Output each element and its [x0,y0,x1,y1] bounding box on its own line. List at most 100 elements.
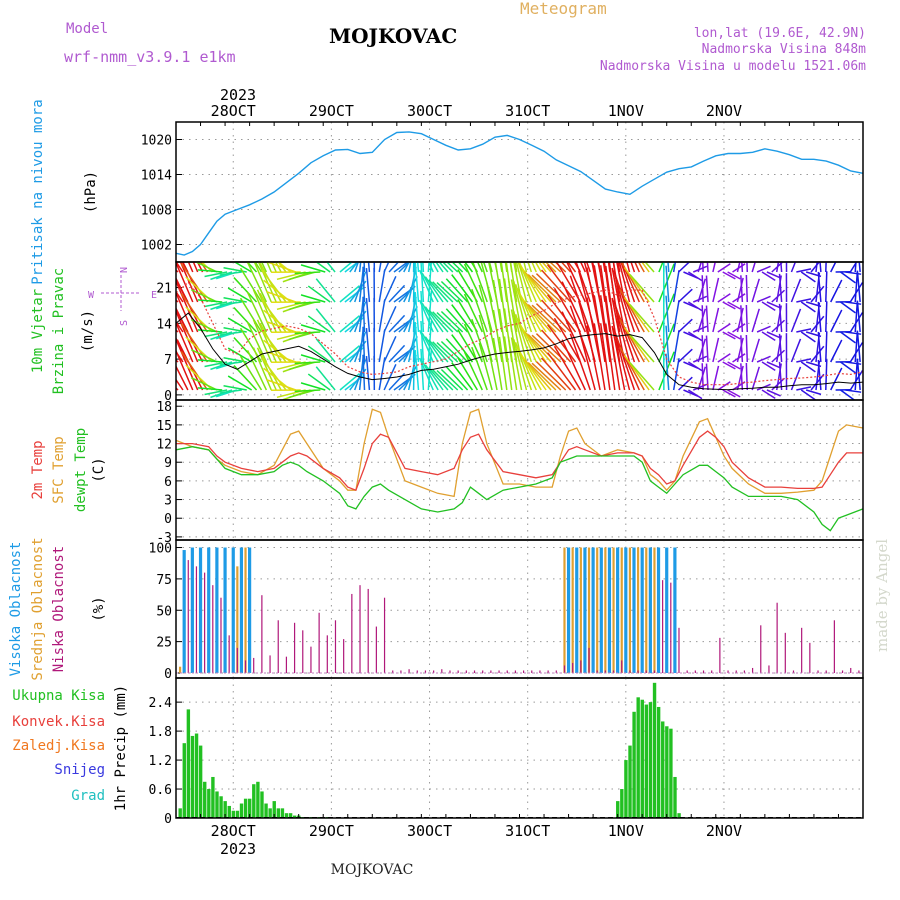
wind-arrow [436,282,459,303]
wind-arrow [619,346,645,391]
y-tick-label: 3 [164,494,172,509]
cloud-mid-bar [587,547,591,673]
wind-arrow [428,262,434,273]
wind-arrow [393,262,409,273]
precip-bar [280,808,285,818]
cloud-mid-bar [244,547,247,673]
wind-arrow [378,329,386,363]
wind-arrow [407,266,417,303]
wind-arrow [751,338,760,363]
precipitation-panel: 0 0.6 1.2 1.8 2.4 1hr Precip (mm) Ukupna Kisa K… [12,677,864,827]
wind-arrow [190,288,218,303]
wind-arrow [672,300,680,333]
cloud-low-bar [588,647,590,673]
wind-arrow [344,262,360,273]
wind-arrow [717,353,731,363]
cloud-low-bar [261,595,263,673]
wind-arrow [790,278,802,303]
wind-arrow [414,262,420,303]
wind-arrow [693,295,708,303]
wind-arrow [485,339,498,391]
wind-arrow [407,262,412,273]
meteogram-title: Meteogram [520,0,607,18]
wind-arrow [856,330,861,363]
precip-bar [219,796,223,818]
wind-arrow [383,262,390,273]
precip-bar [628,745,632,818]
cloud-low-bar [449,670,451,673]
y-tick-label: 7 [164,353,172,368]
wind-arrow [393,319,412,333]
wind-arrow [722,361,736,370]
cloud-high-bar [239,547,244,673]
wind-arrow [854,262,857,273]
wind-arrow [637,262,645,273]
wind-arrow [507,278,518,333]
wind-arrow [307,315,331,333]
cloud-mid-bar [563,547,566,673]
cloud-mid-bar [620,547,623,673]
wind-arrow [727,331,741,340]
wind-arrow [620,262,636,303]
wind-arrow [736,365,744,391]
top-day-label: 30OCT [407,102,452,120]
top-day-label: 28OCT [211,102,256,120]
wind-arrow [751,262,757,273]
wind-arrow [509,262,518,303]
wind-arrow [701,275,704,303]
wind-arrow [678,376,693,391]
compass-north: N [119,267,130,273]
station-title: MOJKOVAC [329,24,457,48]
wind-arrow [531,262,537,273]
wind-arrow [266,379,297,391]
wind-arrow [427,262,430,273]
y-axis-label: (C) [91,457,107,482]
wind-arrow [623,267,650,303]
wind-arrow [463,262,474,273]
wind-arrow [431,262,439,273]
wind-arrow [586,297,601,363]
wind-arrow [478,342,493,391]
wind-arrow [432,369,454,391]
legend-label: Snijeg [54,762,105,778]
wind-arrow [619,318,645,363]
wind-arrow [554,262,567,273]
cloud-low-bar [212,585,214,673]
wind-arrow [541,329,572,363]
cloud-low-bar [302,630,304,673]
cloud-low-bar [686,670,688,673]
wind-arrow [300,264,326,273]
wind-arrow [246,262,258,273]
wind-arrow [514,262,518,273]
cloud-mid-bar [645,547,648,673]
wind-arrow [266,262,297,273]
wind-arrow [717,293,731,303]
wind-arrow [736,262,741,273]
wind-arrow [541,269,572,303]
wind-arrow [294,389,321,393]
cloud-mid-bar [596,547,599,673]
y-tick-label: 15 [156,419,172,434]
precip-bar [194,733,199,818]
wind-arrow [531,274,562,303]
wind-arrow [800,389,816,400]
pressure-line [175,131,864,256]
wind-arrow [840,301,856,314]
wind-arrow [393,349,412,363]
wind-arrow [815,262,818,273]
wind-arrow [480,262,493,303]
cloud-low-bar [343,639,345,673]
cloud-high-bar [215,547,219,673]
wind-arrow [697,338,707,363]
wind-arrow [219,389,242,394]
wind-arrow [544,262,557,273]
wind-arrow [315,308,336,333]
wind-arrow [620,262,645,303]
cloud-low-bar [735,670,737,673]
wind-arrow [403,364,418,391]
wind-arrow [307,373,331,391]
precip-bar [620,789,624,818]
wind-arrow [219,361,242,366]
cloud-high-bar [607,547,612,673]
wind-arrow [388,262,400,273]
